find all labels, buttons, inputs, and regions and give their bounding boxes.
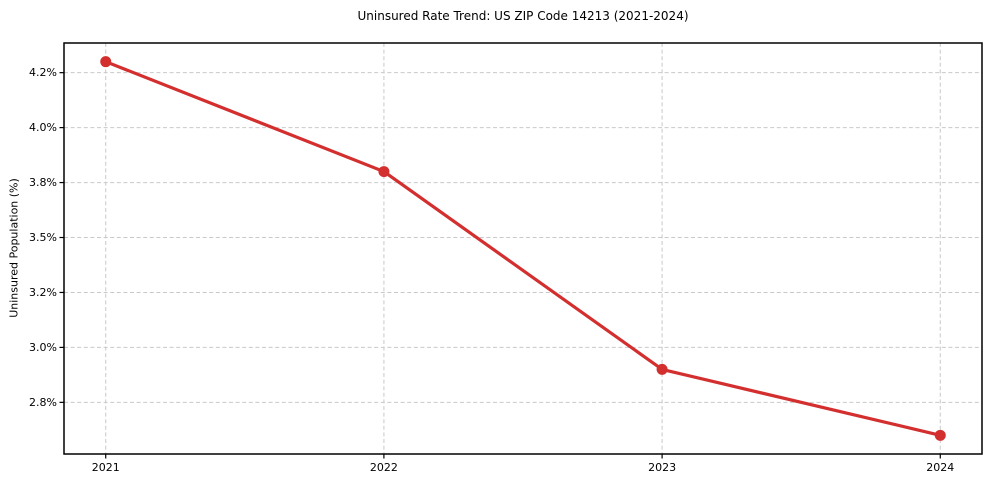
x-tick-label: 2023 [648,461,677,474]
x-tick-label: 2024 [926,461,955,474]
y-tick-label: 3.0% [29,340,57,354]
data-point [934,429,946,441]
trend-line [104,60,942,437]
y-tick-label: 2.8% [29,395,57,409]
data-point [656,363,668,375]
chart-title: Uninsured Rate Trend: US ZIP Code 14213 … [357,9,689,23]
data-point [100,56,112,68]
y-tick-label: 4.0% [29,121,57,135]
data-point [378,166,390,178]
y-tick-label: 3.8% [29,176,57,190]
y-tick-label: 3.2% [29,285,57,299]
y-tick-label: 4.2% [29,66,57,80]
x-tick-label: 2021 [91,461,120,474]
x-tick-label: 2022 [369,461,398,474]
plot-border [63,42,983,455]
y-tick-label: 3.5% [29,231,57,244]
